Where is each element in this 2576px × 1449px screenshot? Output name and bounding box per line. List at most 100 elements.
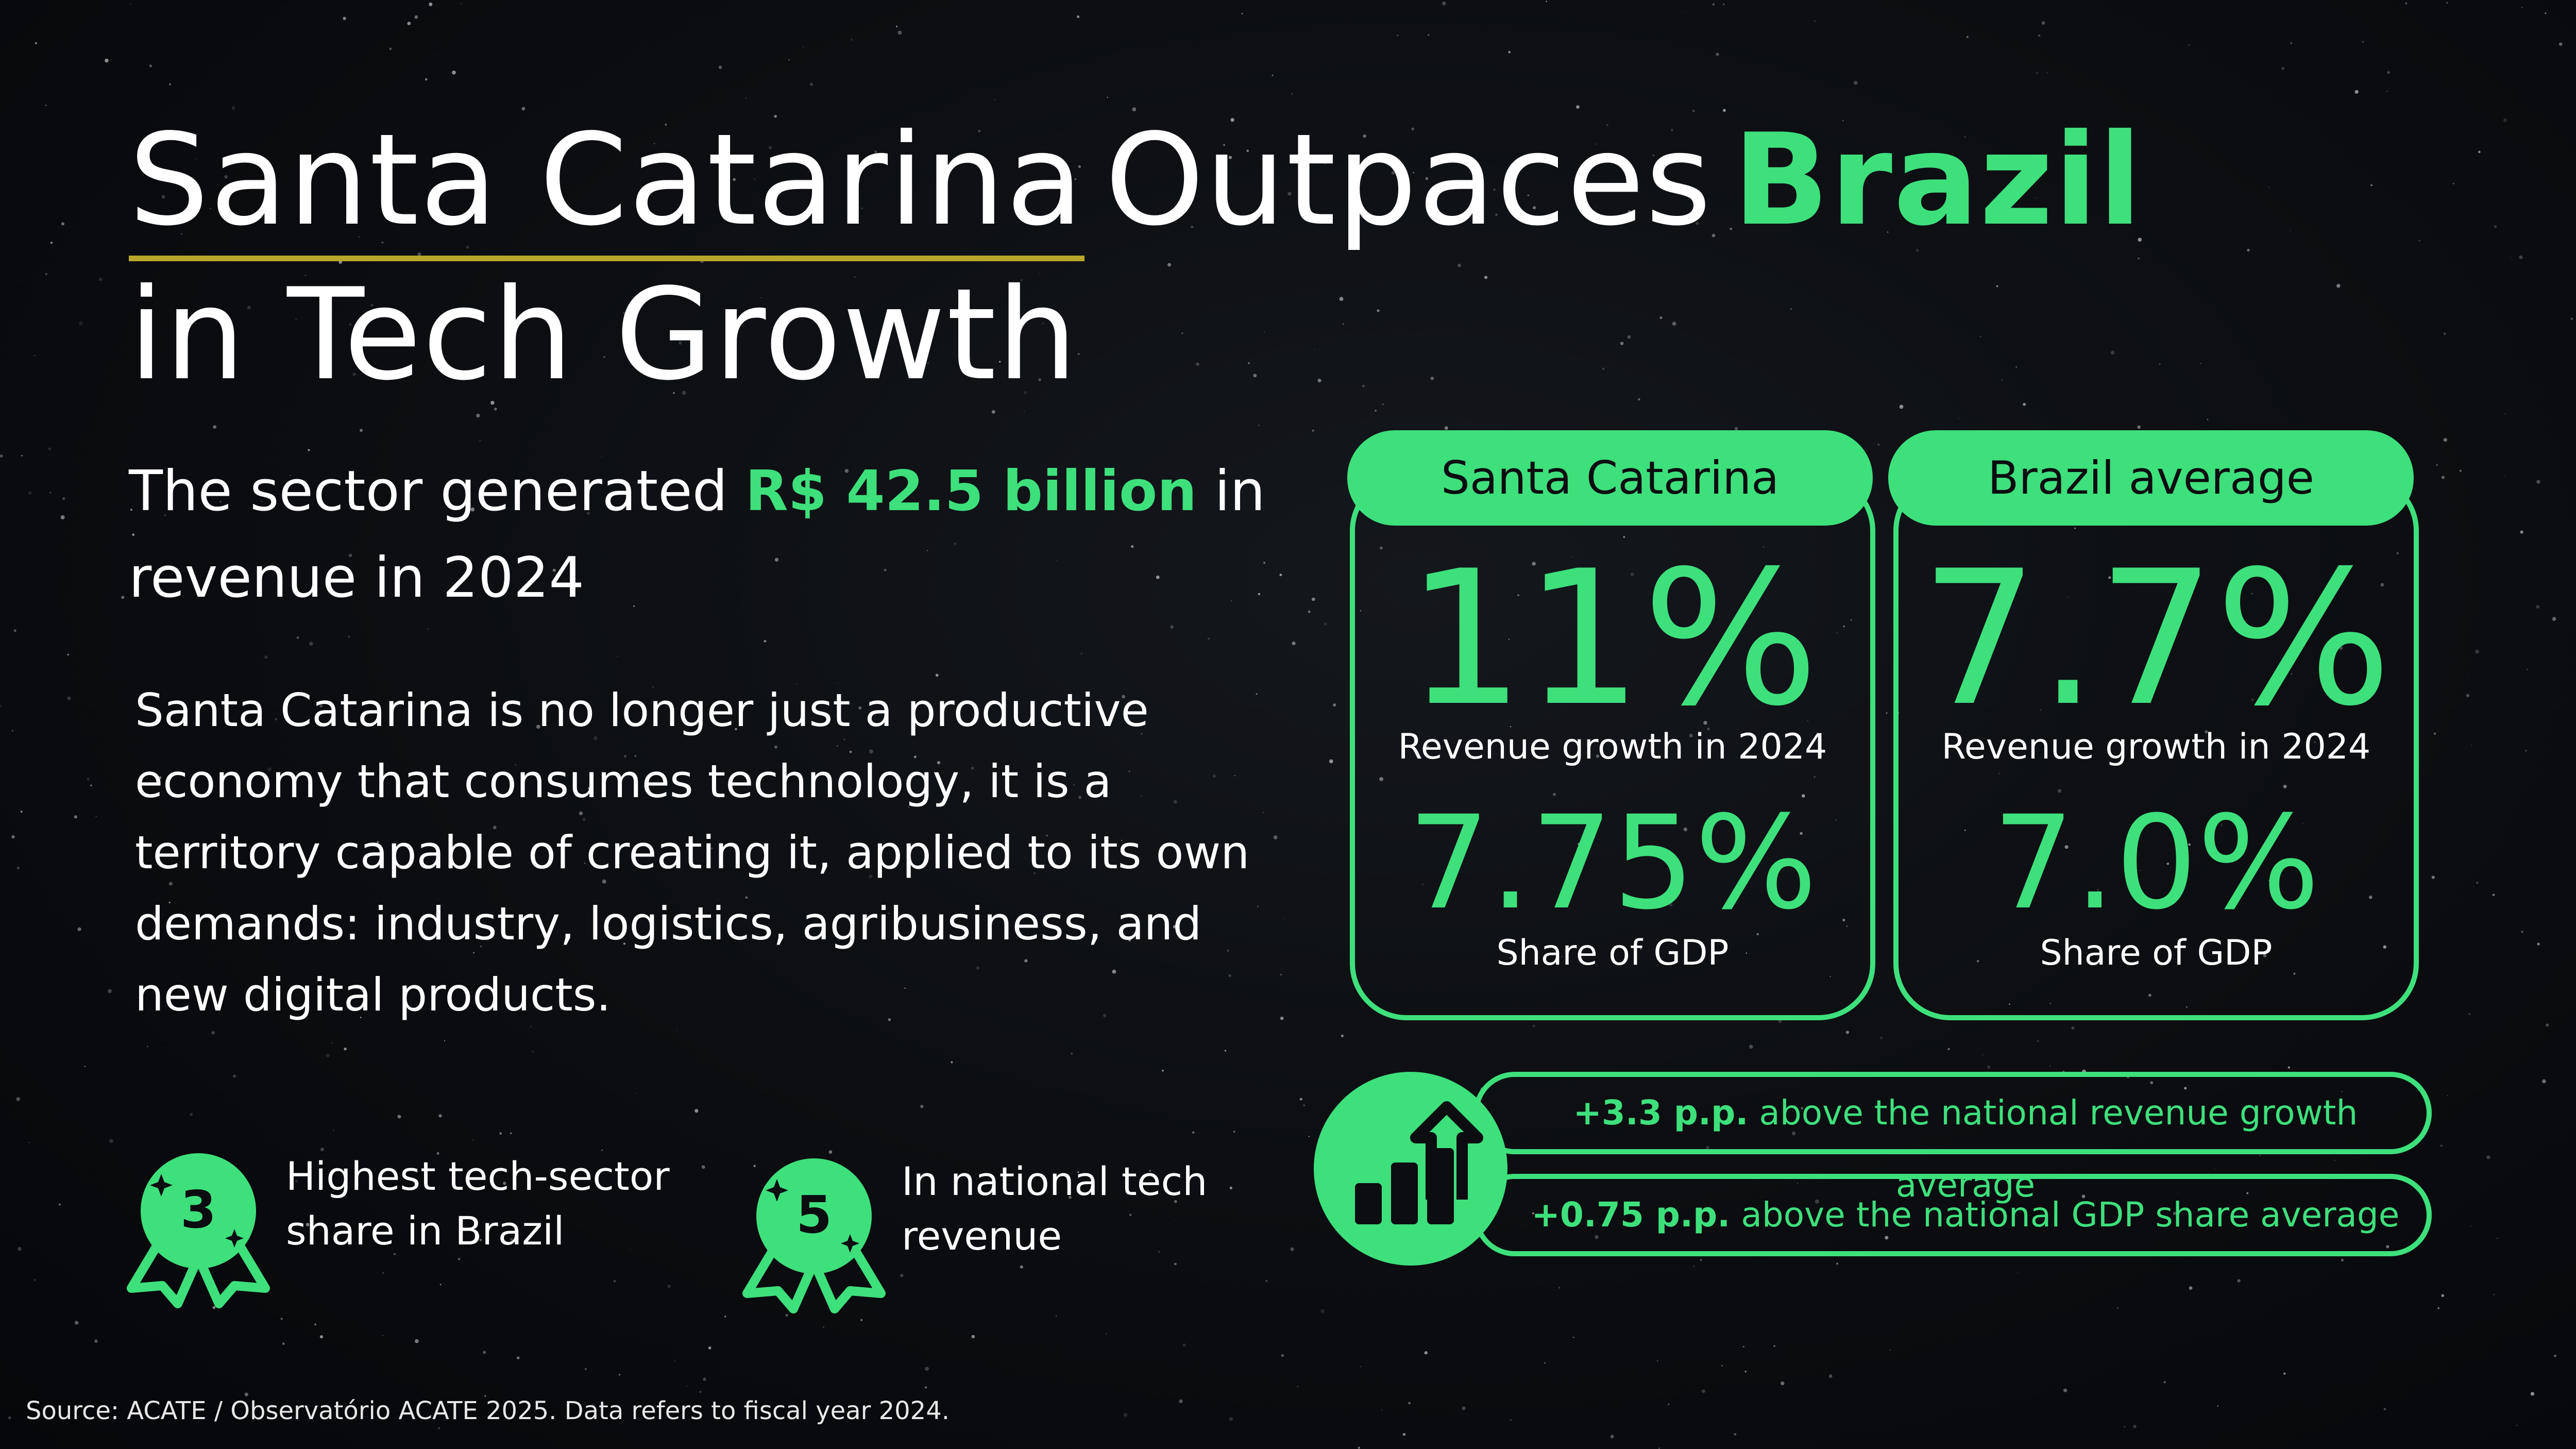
star: [1071, 1052, 1073, 1055]
comparison-gdp-share: +0.75 p.p. above the national GDP share …: [1473, 1174, 2432, 1256]
star: [1226, 949, 1229, 952]
star: [1551, 580, 1555, 584]
star: [582, 818, 586, 821]
star: [895, 25, 898, 28]
star: [665, 123, 667, 126]
star: [708, 1346, 711, 1350]
star: [28, 491, 32, 495]
star: [182, 321, 184, 322]
star: [21, 455, 23, 457]
star: [618, 1374, 620, 1376]
star: [2536, 605, 2540, 609]
star: [1224, 1050, 1227, 1052]
star: [2049, 1065, 2051, 1067]
star: [2150, 1081, 2154, 1085]
star: [1228, 156, 1232, 159]
star: [261, 500, 262, 502]
star: [1573, 1337, 1574, 1338]
caption-share-of-gdp: Share of GDP: [2040, 933, 2273, 973]
star: [1377, 309, 1380, 312]
star: [1800, 832, 1803, 835]
star: [132, 533, 134, 536]
star: [1273, 835, 1278, 839]
star: [1828, 1374, 1833, 1378]
star: [1427, 33, 1430, 36]
star: [1886, 712, 1888, 714]
star: [925, 1386, 927, 1389]
star: [2386, 91, 2388, 92]
star: [1781, 1381, 1785, 1386]
star: [2405, 2, 2408, 5]
star: [1845, 1031, 1850, 1034]
star: [2247, 248, 2250, 252]
star: [1253, 374, 1257, 378]
star: [673, 392, 675, 394]
star: [2263, 954, 2267, 957]
star: [1299, 1098, 1302, 1101]
star: [745, 97, 747, 99]
star: [20, 811, 23, 813]
star: [1850, 619, 1853, 621]
star: [77, 927, 81, 931]
star: [510, 1238, 513, 1241]
star: [2387, 71, 2390, 74]
star: [338, 260, 343, 264]
star: [1426, 745, 1430, 749]
star: [1958, 417, 1959, 419]
badge-rank-5: 5 In national tech revenue: [742, 1144, 1360, 1329]
star: [588, 787, 591, 790]
star: [438, 1114, 442, 1118]
star: [11, 835, 15, 839]
star: [267, 767, 272, 771]
star: [1981, 1054, 1984, 1056]
star: [1842, 918, 1845, 921]
star: [2166, 862, 2170, 865]
star: [1885, 1236, 1889, 1240]
star: [837, 683, 839, 684]
star: [452, 70, 456, 75]
star: [352, 373, 356, 376]
star: [1493, 189, 1496, 191]
star: [503, 1182, 506, 1185]
star: [499, 1132, 502, 1135]
star: [2121, 1126, 2123, 1127]
star: [2436, 464, 2438, 466]
star: [1167, 263, 1172, 267]
star: [1196, 362, 1199, 366]
star: [858, 706, 862, 710]
star: [869, 749, 873, 754]
star: [676, 1030, 678, 1031]
star: [1272, 74, 1274, 76]
star: [470, 507, 475, 512]
star: [1749, 1044, 1753, 1049]
star: [2431, 875, 2435, 879]
star: [1106, 1333, 1107, 1335]
star: [971, 1335, 975, 1339]
star: [493, 825, 497, 830]
star: [1527, 194, 1529, 196]
star: [1899, 405, 1904, 409]
star: [343, 16, 346, 20]
star: [1510, 726, 1512, 728]
star: [48, 447, 52, 450]
star: [2200, 363, 2201, 364]
star: [975, 1173, 977, 1175]
award-ribbon-icon: 3: [127, 1153, 270, 1308]
star: [1375, 410, 1377, 412]
star: [1149, 1170, 1151, 1172]
star: [247, 306, 251, 310]
star: [483, 1351, 486, 1354]
star: [2137, 425, 2141, 429]
star: [1229, 1186, 1232, 1190]
star: [1129, 1214, 1132, 1216]
star: [1689, 733, 1693, 738]
star: [2184, 1087, 2187, 1090]
star: [1179, 1399, 1183, 1404]
star: [2542, 1079, 2546, 1084]
star: [2493, 1293, 2495, 1295]
badge-rank-number: 3: [180, 1180, 216, 1240]
star: [389, 47, 392, 50]
star: [1814, 776, 1816, 778]
star: [244, 1392, 248, 1396]
star: [1421, 883, 1424, 886]
